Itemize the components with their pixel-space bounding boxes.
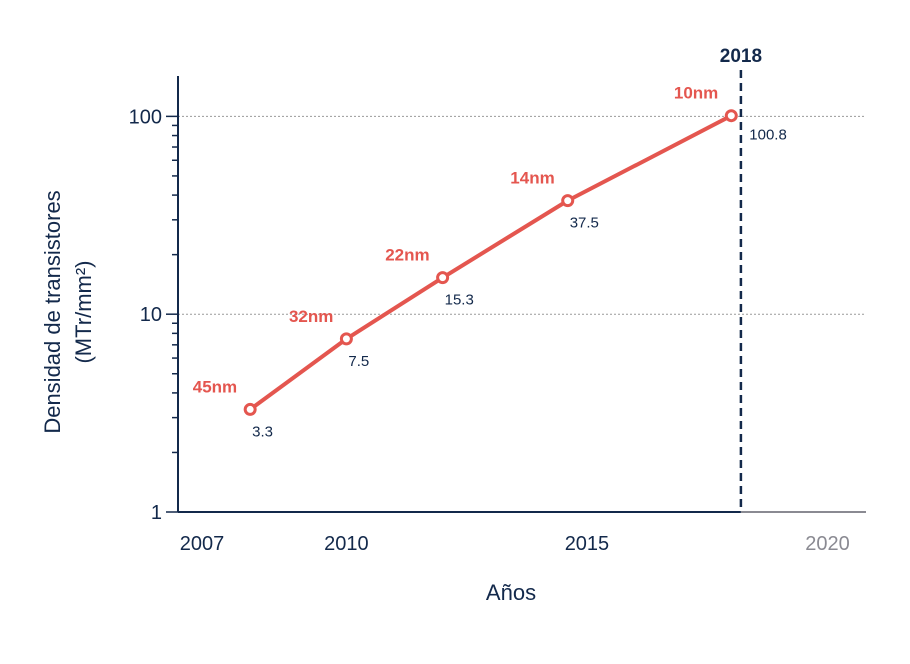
x-tick-label: 2010 <box>324 533 369 555</box>
data-point <box>561 194 575 208</box>
y-axis-title-line2: (MTr/mm²) <box>71 260 96 363</box>
y-tick-label: 10 <box>140 304 162 326</box>
data-value-label: 37.5 <box>570 215 599 232</box>
x-tick-label: 2015 <box>565 533 610 555</box>
y-axis-title-line1: Densidad de transistores <box>40 190 65 433</box>
x-tick-label: 2007 <box>180 533 225 555</box>
data-value-label: 3.3 <box>252 423 273 440</box>
reference-line-label: 2018 <box>720 46 762 67</box>
node-label: 10nm <box>674 84 718 103</box>
gridlines <box>178 115 866 315</box>
series-group <box>243 109 738 416</box>
node-label: 22nm <box>385 246 429 265</box>
y-tick-label: 1 <box>151 502 162 524</box>
node-label: 45nm <box>193 377 237 396</box>
axes: 1 10 100 2007 2010 2015 2020 <box>129 76 866 555</box>
data-point <box>243 402 257 416</box>
labels-group: 45nm 3.3 32nm 7.5 22nm 15.3 14nm 37.5 10nm 100.8 <box>193 84 787 441</box>
node-label: 32nm <box>289 307 333 326</box>
data-point <box>724 109 738 123</box>
data-value-label: 7.5 <box>348 353 369 370</box>
node-label: 14nm <box>510 169 554 188</box>
x-axis-title: Años <box>486 580 536 605</box>
data-value-label: 15.3 <box>445 292 474 309</box>
data-point <box>436 271 450 285</box>
reference-line-group: 2018 <box>720 46 762 512</box>
data-value-label: 100.8 <box>749 127 787 144</box>
series-line <box>248 113 734 412</box>
x-tick-label: 2020 <box>805 533 850 555</box>
y-tick-label: 100 <box>129 106 162 128</box>
data-point <box>339 332 353 346</box>
